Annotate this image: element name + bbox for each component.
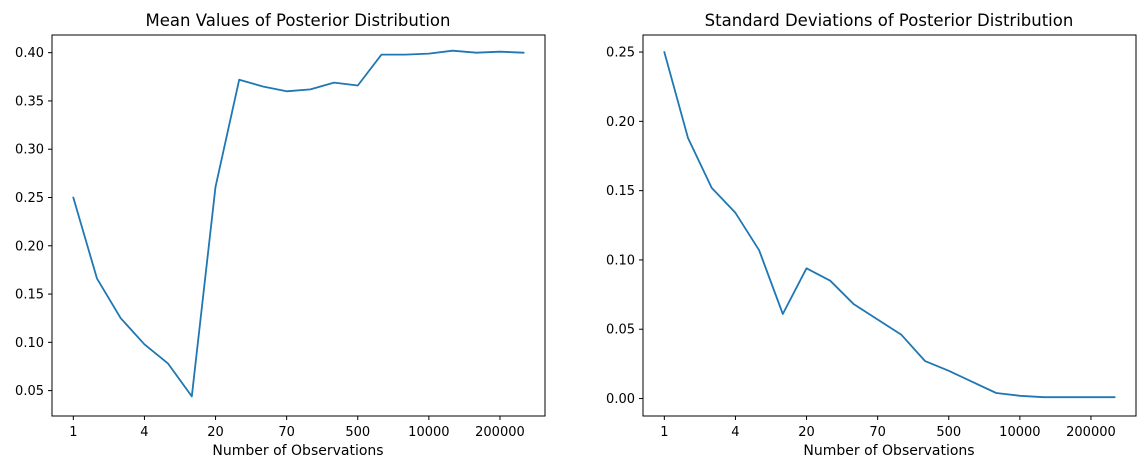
mean-chart: Mean Values of Posterior Distribution Nu… <box>15 11 546 459</box>
y-tick-label: 0.20 <box>606 115 635 130</box>
x-tick-label: 1 <box>69 425 77 440</box>
y-tick-label: 0.10 <box>606 253 635 268</box>
std-data-line <box>663 51 1116 399</box>
x-tick-label: 20 <box>798 425 815 440</box>
x-tick-label: 4 <box>140 425 148 440</box>
mean-data-line <box>72 49 525 398</box>
std-chart-plot-area: 1 4 20 70 500 10000 200000 0.00 0.05 0.10 0.15 0.20… <box>606 34 1137 440</box>
x-tick-label: 500 <box>345 425 370 440</box>
y-tick-label: 0.25 <box>606 46 635 61</box>
y-tick-label: 0.15 <box>15 288 44 303</box>
y-tick-label: 0.40 <box>15 46 44 61</box>
x-tick-label: 70 <box>869 425 886 440</box>
y-tick-label: 0.00 <box>606 392 635 407</box>
std-chart-xlabel: Number of Observations <box>803 443 974 459</box>
x-tick-label: 200000 <box>475 425 525 440</box>
y-tick-label: 0.15 <box>606 184 635 199</box>
x-tick-label: 20 <box>207 425 224 440</box>
x-tick-label: 10000 <box>408 425 449 440</box>
x-tick-label: 4 <box>731 425 739 440</box>
std-chart: Standard Deviations of Posterior Distrib… <box>606 11 1137 459</box>
y-tick-label: 0.20 <box>15 239 44 254</box>
y-tick-label: 0.05 <box>15 384 44 399</box>
y-tick-label: 0.35 <box>15 94 44 109</box>
mean-chart-plot-area: 1 4 20 70 500 10000 200000 0.05 0.10 0.15 0.20 0.25… <box>15 34 546 440</box>
x-tick-label: 10000 <box>999 425 1040 440</box>
axes-spines <box>51 34 546 417</box>
y-tick-label: 0.05 <box>606 323 635 338</box>
mean-chart-title: Mean Values of Posterior Distribution <box>146 11 451 30</box>
x-tick-label: 70 <box>278 425 295 440</box>
x-tick-label: 200000 <box>1066 425 1116 440</box>
std-chart-title: Standard Deviations of Posterior Distrib… <box>705 11 1074 30</box>
mean-chart-xlabel: Number of Observations <box>212 443 383 459</box>
y-tick-label: 0.10 <box>15 336 44 351</box>
y-tick-label: 0.30 <box>15 143 44 158</box>
y-tick-label: 0.25 <box>15 191 44 206</box>
x-tick-label: 500 <box>936 425 961 440</box>
x-tick-label: 1 <box>660 425 668 440</box>
axes-spines <box>642 34 1137 417</box>
